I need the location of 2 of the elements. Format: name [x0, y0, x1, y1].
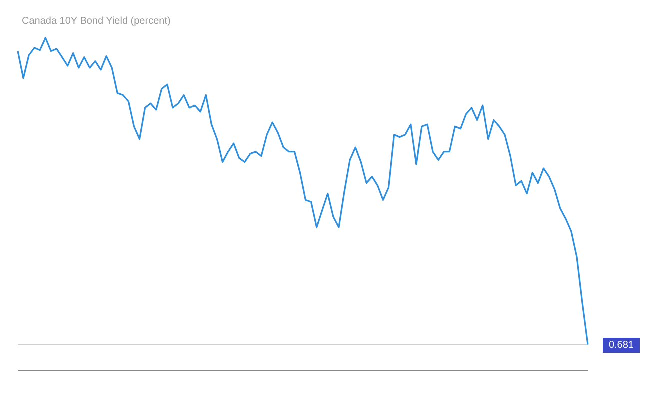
- text: 0.681: [602, 338, 640, 353]
- chart-title: Canada 10Y Bond Yield (percent): [22, 16, 171, 27]
